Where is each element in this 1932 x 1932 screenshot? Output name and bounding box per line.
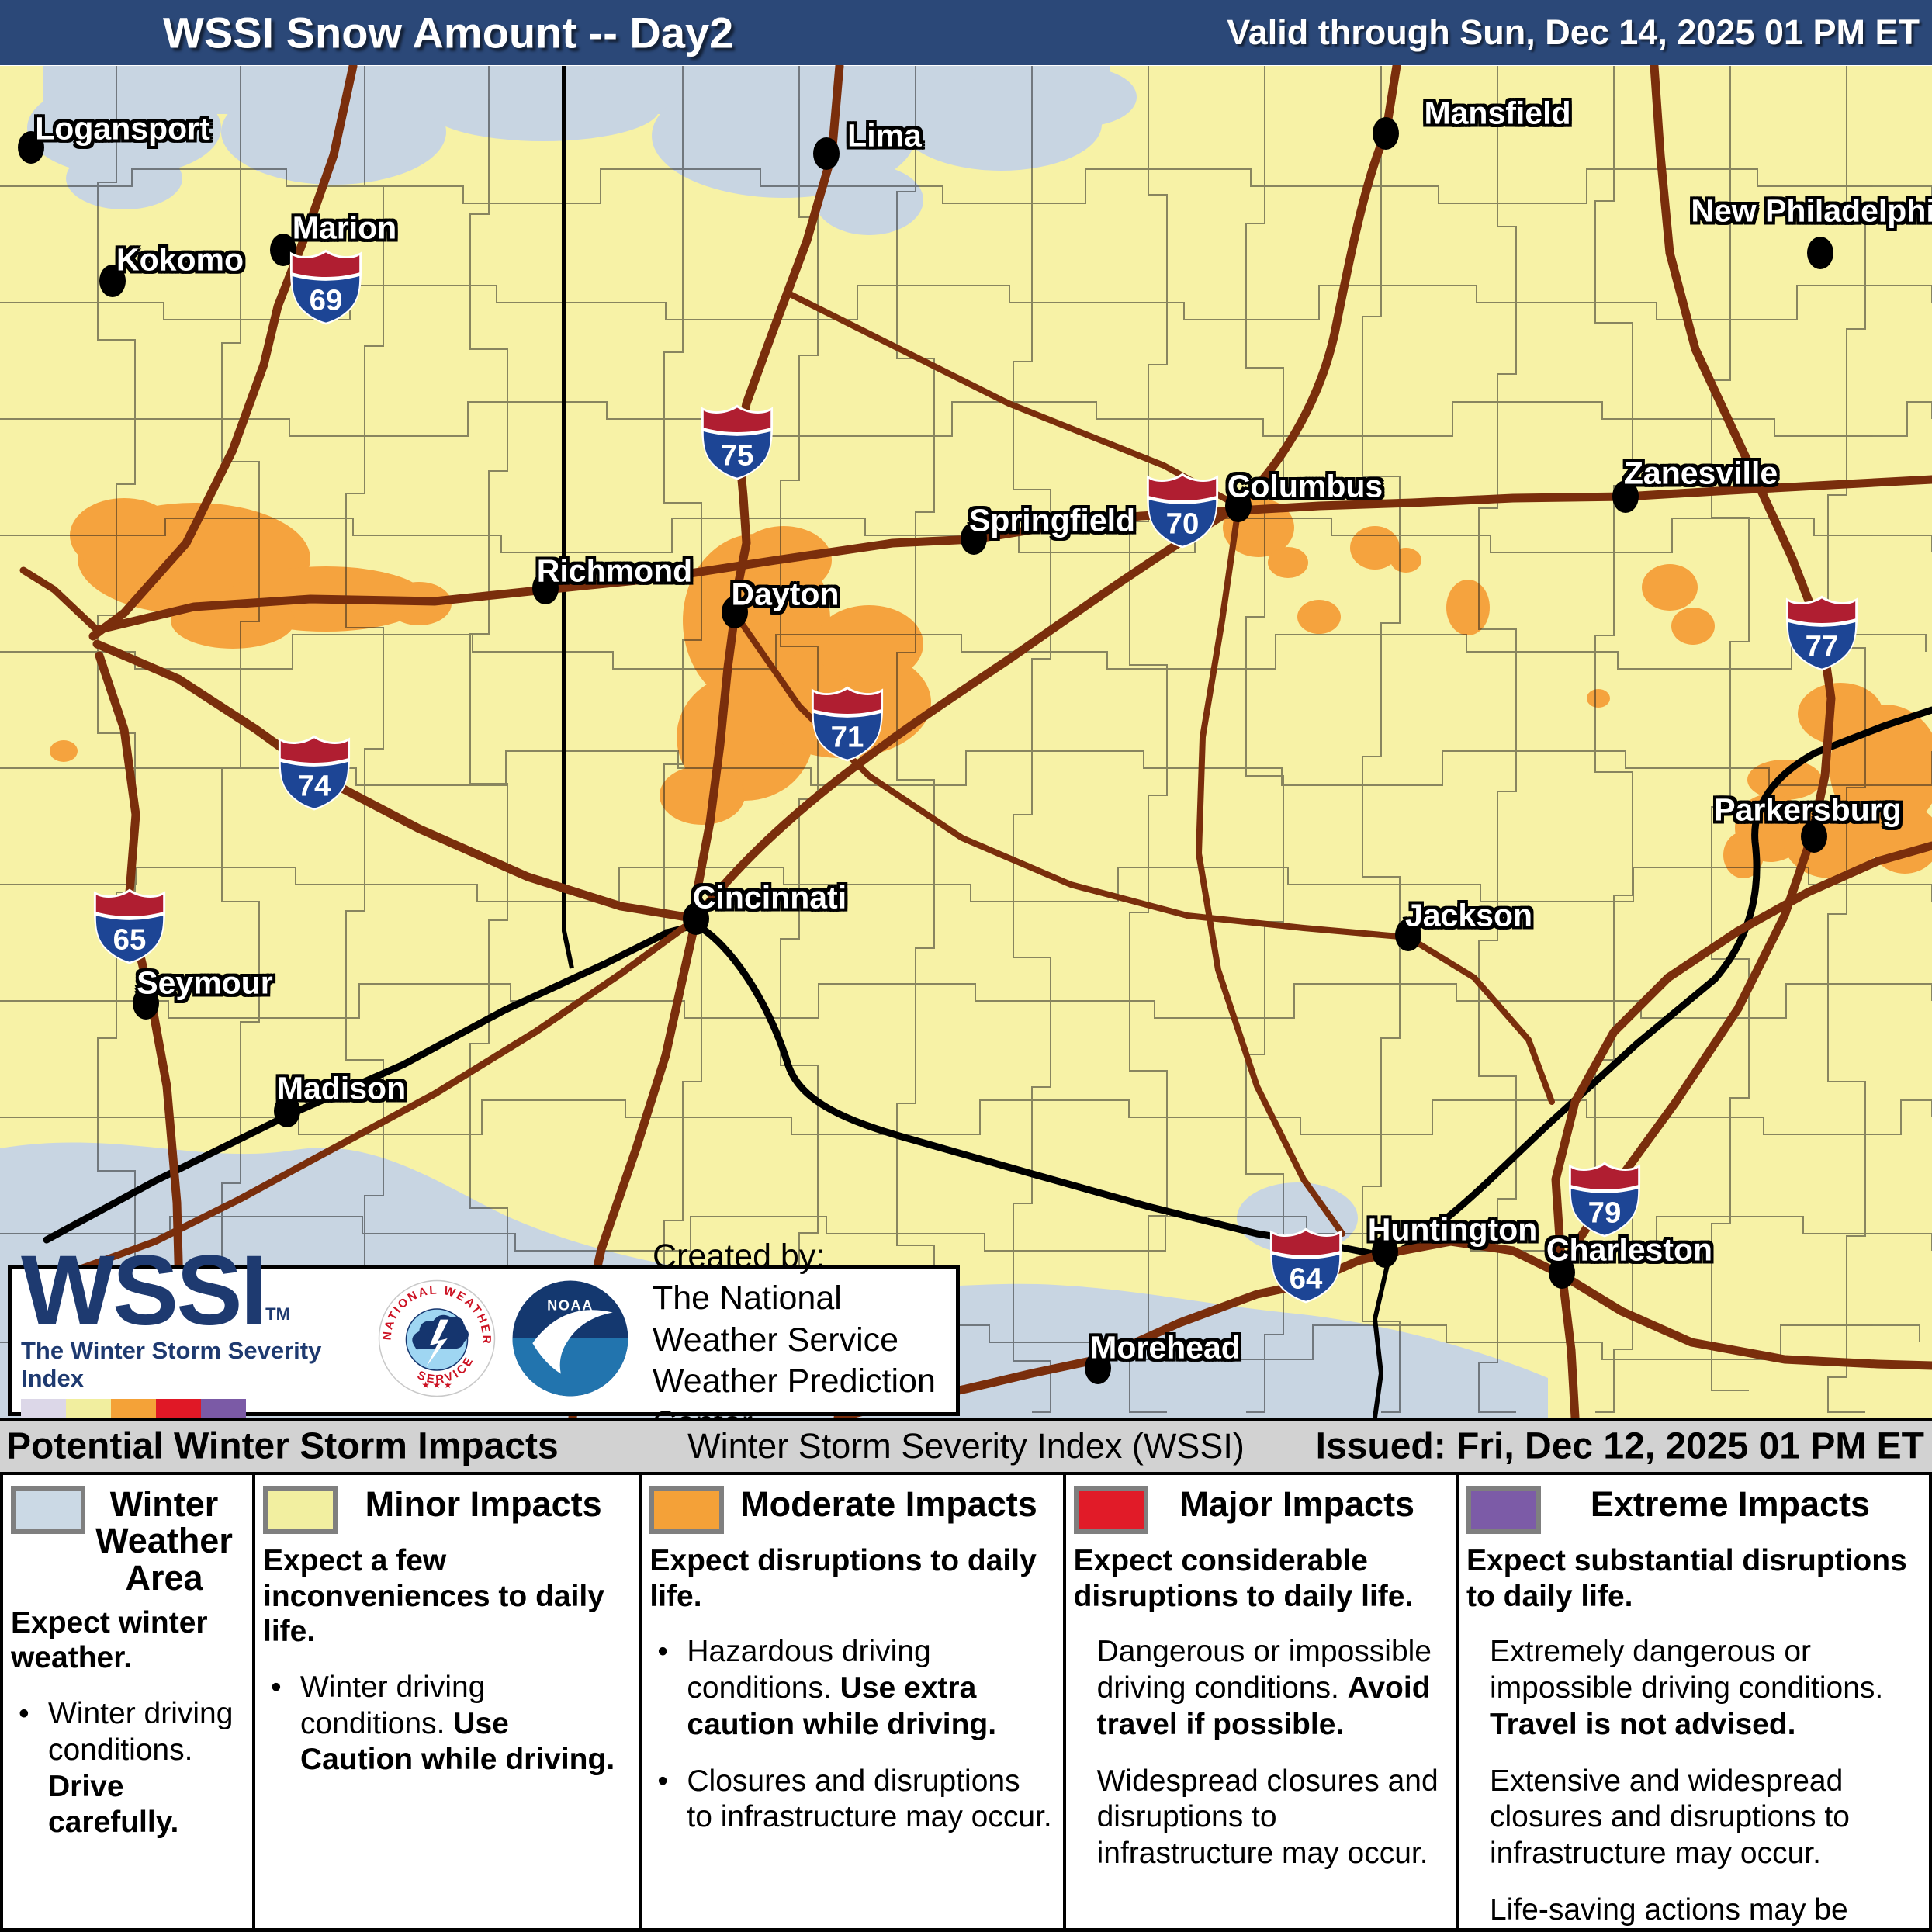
city-dot-kokomo (99, 265, 126, 297)
city-dot-springfield (961, 522, 987, 555)
city-dot-lima (813, 137, 840, 170)
city-dots (18, 117, 1833, 1384)
impacts-legend: Winter Weather Area Expect winter weather… (0, 1475, 1932, 1932)
city-dot-jackson (1395, 919, 1421, 951)
moderate-impacts-intro: Expect disruptions to daily life. (649, 1544, 1037, 1613)
wssi-logo-text: WSSITM (21, 1235, 290, 1347)
bullet-icon: • (657, 1635, 669, 1669)
legend-head-moderate-impacts: Moderate Impacts (649, 1484, 1053, 1534)
page-title: WSSI Snow Amount -- Day2 (163, 8, 734, 57)
city-dot-cincinnati (683, 902, 709, 935)
city-dot-marion (270, 234, 296, 266)
moderate-impact-areas (50, 498, 1932, 878)
legend-head-extreme-impacts: Extreme Impacts (1466, 1484, 1920, 1534)
valid-through-text: Valid through Sun, Dec 14, 2025 01 PM ET (1227, 12, 1920, 52)
city-dot-columbus (1225, 490, 1252, 522)
city-dot-richmond (532, 572, 559, 604)
wssi-severity-strip (21, 1398, 362, 1430)
city-dot-new-philadelphia (1807, 237, 1833, 269)
major-impacts-swatch (1073, 1486, 1148, 1534)
legend-col-winter-weather-area: Winter Weather Area Expect winter weather… (3, 1475, 255, 1928)
major-impacts-item-0: Dangerous or impossible driving conditio… (1096, 1635, 1432, 1741)
city-dot-huntington (1372, 1235, 1398, 1268)
winter-weather-area-item-0: • Winter driving conditions. Drive carefu… (19, 1697, 234, 1840)
nws-logo-icon: NATIONAL WEATHER SERVICE ★ ★ ★ (378, 1279, 496, 1401)
moderate-impacts-item-1: • Closures and disruptions to infrastruct… (657, 1764, 1052, 1834)
impacts-title-bar: Potential Winter Storm Impacts Winter St… (0, 1418, 1932, 1475)
minor-impacts-item-0: • Winter driving conditions. Use Caution … (270, 1670, 615, 1777)
minor-impacts-title: Minor Impacts (365, 1484, 602, 1524)
svg-text:NOAA: NOAA (547, 1297, 594, 1314)
bullet-icon: • (270, 1670, 282, 1704)
winter-weather-area-intro: Expect winter weather. (11, 1605, 208, 1675)
extreme-impacts-swatch (1466, 1486, 1541, 1534)
created-by-label: Created by: (653, 1238, 826, 1276)
moderate-impacts-item-0: • Hazardous driving conditions. Use extra… (657, 1635, 997, 1741)
org-line-1: The National Weather Service (653, 1279, 899, 1359)
minor-impacts-swatch (262, 1486, 338, 1534)
bullet-icon: • (657, 1764, 669, 1798)
major-impacts-title: Major Impacts (1179, 1484, 1415, 1524)
noaa-logo-icon: NOAA (511, 1279, 629, 1401)
impacts-bar-subtitle: Winter Storm Severity Index (WSSI) (687, 1426, 1245, 1466)
extreme-impacts-item-1: Extensive and widespread closures and di… (1489, 1764, 1850, 1871)
extreme-impacts-title: Extreme Impacts (1590, 1484, 1871, 1524)
bullet-icon: • (19, 1697, 29, 1730)
city-dot-dayton (722, 596, 748, 628)
winter-weather-area-swatch (11, 1486, 85, 1534)
city-dot-madison (274, 1095, 300, 1127)
state-border (562, 66, 574, 969)
extreme-impacts-item-0: Extremely dangerous or impossible drivin… (1489, 1635, 1884, 1741)
city-dot-logansport (18, 131, 44, 164)
city-dot-morehead (1085, 1352, 1111, 1384)
ohio-river (43, 706, 1932, 1420)
city-dot-parkersburg (1801, 820, 1827, 853)
wssi-logo-block: WSSITM The Winter Storm Severity Index (21, 1235, 362, 1430)
major-impacts-intro: Expect considerable disruptions to daily… (1073, 1544, 1414, 1613)
nws-stars: ★ ★ ★ (421, 1380, 452, 1390)
city-dot-zanesville (1612, 480, 1639, 513)
legend-head-minor-impacts: Minor Impacts (262, 1484, 629, 1534)
winter-weather-areas (0, 66, 1548, 1418)
city-dot-seymour (133, 987, 159, 1020)
winter-weather-area-title: Winter Weather Area (95, 1484, 233, 1598)
wssi-logo-box: WSSITM The Winter Storm Severity Index N… (8, 1238, 960, 1442)
minor-impacts-intro: Expect a few inconveniences to daily lif… (262, 1544, 604, 1649)
city-dot-charleston (1549, 1256, 1575, 1289)
legend-col-moderate-impacts: Moderate Impacts Expect disruptions to da… (642, 1475, 1066, 1928)
city-dot-mansfield (1373, 117, 1399, 150)
moderate-impacts-title: Moderate Impacts (740, 1484, 1037, 1524)
legend-col-minor-impacts: Minor Impacts Expect a few inconveniences… (255, 1475, 642, 1928)
legend-head-major-impacts: Major Impacts (1073, 1484, 1446, 1534)
impacts-bar-title: Potential Winter Storm Impacts (6, 1425, 559, 1467)
header-bar: WSSI Snow Amount -- Day2 Valid through S… (0, 0, 1932, 65)
legend-col-extreme-impacts: Extreme Impacts Expect substantial disrup… (1459, 1475, 1929, 1932)
extreme-impacts-intro: Expect substantial disruptions to daily … (1466, 1544, 1907, 1613)
legend-head-winter-weather-area: Winter Weather Area (11, 1484, 243, 1596)
extreme-impacts-item-2: Life-saving actions may be needed. (1489, 1893, 1848, 1932)
wssi-tagline: The Winter Storm Severity Index (21, 1336, 322, 1392)
issued-text: Issued: Fri, Dec 12, 2025 01 PM ET (1315, 1425, 1924, 1467)
moderate-impacts-swatch (649, 1486, 725, 1534)
created-by-block: Created by: The National Weather Service… (653, 1236, 947, 1445)
major-impacts-item-1: Widespread closures and disruptions to i… (1096, 1764, 1439, 1871)
legend-col-major-impacts: Major Impacts Expect considerable disrupt… (1066, 1475, 1459, 1928)
